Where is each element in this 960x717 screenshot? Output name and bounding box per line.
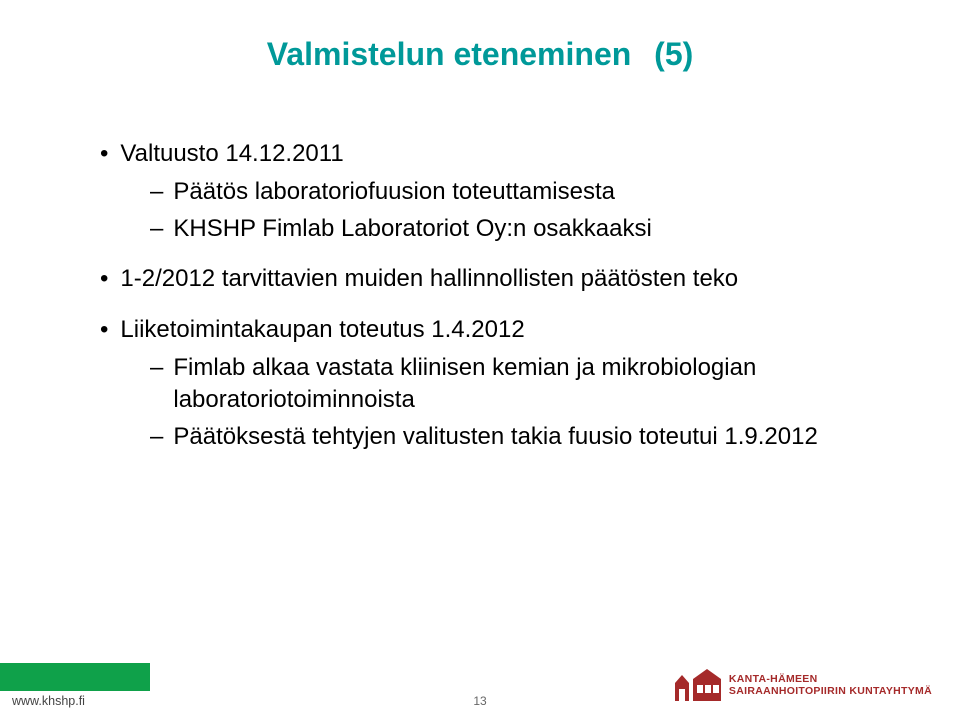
slide: Valmistelun eteneminen (5) • Valtuusto 1… — [0, 0, 960, 717]
logo-line1: KANTA-HÄMEEN — [729, 673, 932, 685]
bullet-2: • 1-2/2012 tarvittavien muiden hallinnol… — [100, 263, 860, 295]
sub-bullet: – Päätöksestä tehtyjen valitusten takia … — [150, 421, 860, 453]
sub-bullet-text: Fimlab alkaa vastata kliinisen kemian ja… — [173, 352, 860, 417]
dash-icon: – — [150, 421, 163, 453]
bullet-text: 1-2/2012 tarvittavien muiden hallinnolli… — [120, 263, 860, 295]
bullet-icon: • — [100, 263, 108, 295]
bullet-icon: • — [100, 138, 108, 170]
sub-bullet: – KHSHP Fimlab Laboratoriot Oy:n osakkaa… — [150, 213, 860, 245]
footer-green-bar — [0, 663, 150, 691]
building-icon — [675, 669, 721, 701]
logo-line2: SAIRAANHOITOPIIRIN KUNTAYHTYMÄ — [729, 685, 932, 697]
sub-bullets: – Päätös laboratoriofuusion toteuttamise… — [150, 176, 860, 245]
sub-bullet: – Fimlab alkaa vastata kliinisen kemian … — [150, 352, 860, 417]
bullet-1: • Valtuusto 14.12.2011 – Päätös laborato… — [100, 138, 860, 245]
dash-icon: – — [150, 176, 163, 208]
sub-bullet: – Päätös laboratoriofuusion toteuttamise… — [150, 176, 860, 208]
title-main: Valmistelun eteneminen — [267, 36, 632, 72]
title-number: (5) — [654, 36, 693, 72]
sub-bullet-text: KHSHP Fimlab Laboratoriot Oy:n osakkaaks… — [173, 213, 860, 245]
slide-title: Valmistelun eteneminen (5) — [0, 36, 960, 73]
sub-bullet-text: Päätöksestä tehtyjen valitusten takia fu… — [173, 421, 860, 453]
footer-logo: KANTA-HÄMEEN SAIRAANHOITOPIIRIN KUNTAYHT… — [675, 669, 932, 701]
sub-bullets: – Fimlab alkaa vastata kliinisen kemian … — [150, 352, 860, 453]
logo-text: KANTA-HÄMEEN SAIRAANHOITOPIIRIN KUNTAYHT… — [729, 673, 932, 697]
dash-icon: – — [150, 352, 163, 384]
bullet-text: Liiketoimintakaupan toteutus 1.4.2012 — [120, 314, 860, 346]
content-area: • Valtuusto 14.12.2011 – Päätös laborato… — [100, 120, 860, 453]
bullet-icon: • — [100, 314, 108, 346]
dash-icon: – — [150, 213, 163, 245]
bullet-text: Valtuusto 14.12.2011 — [120, 138, 860, 170]
sub-bullet-text: Päätös laboratoriofuusion toteuttamisest… — [173, 176, 860, 208]
bullet-3: • Liiketoimintakaupan toteutus 1.4.2012 … — [100, 314, 860, 454]
